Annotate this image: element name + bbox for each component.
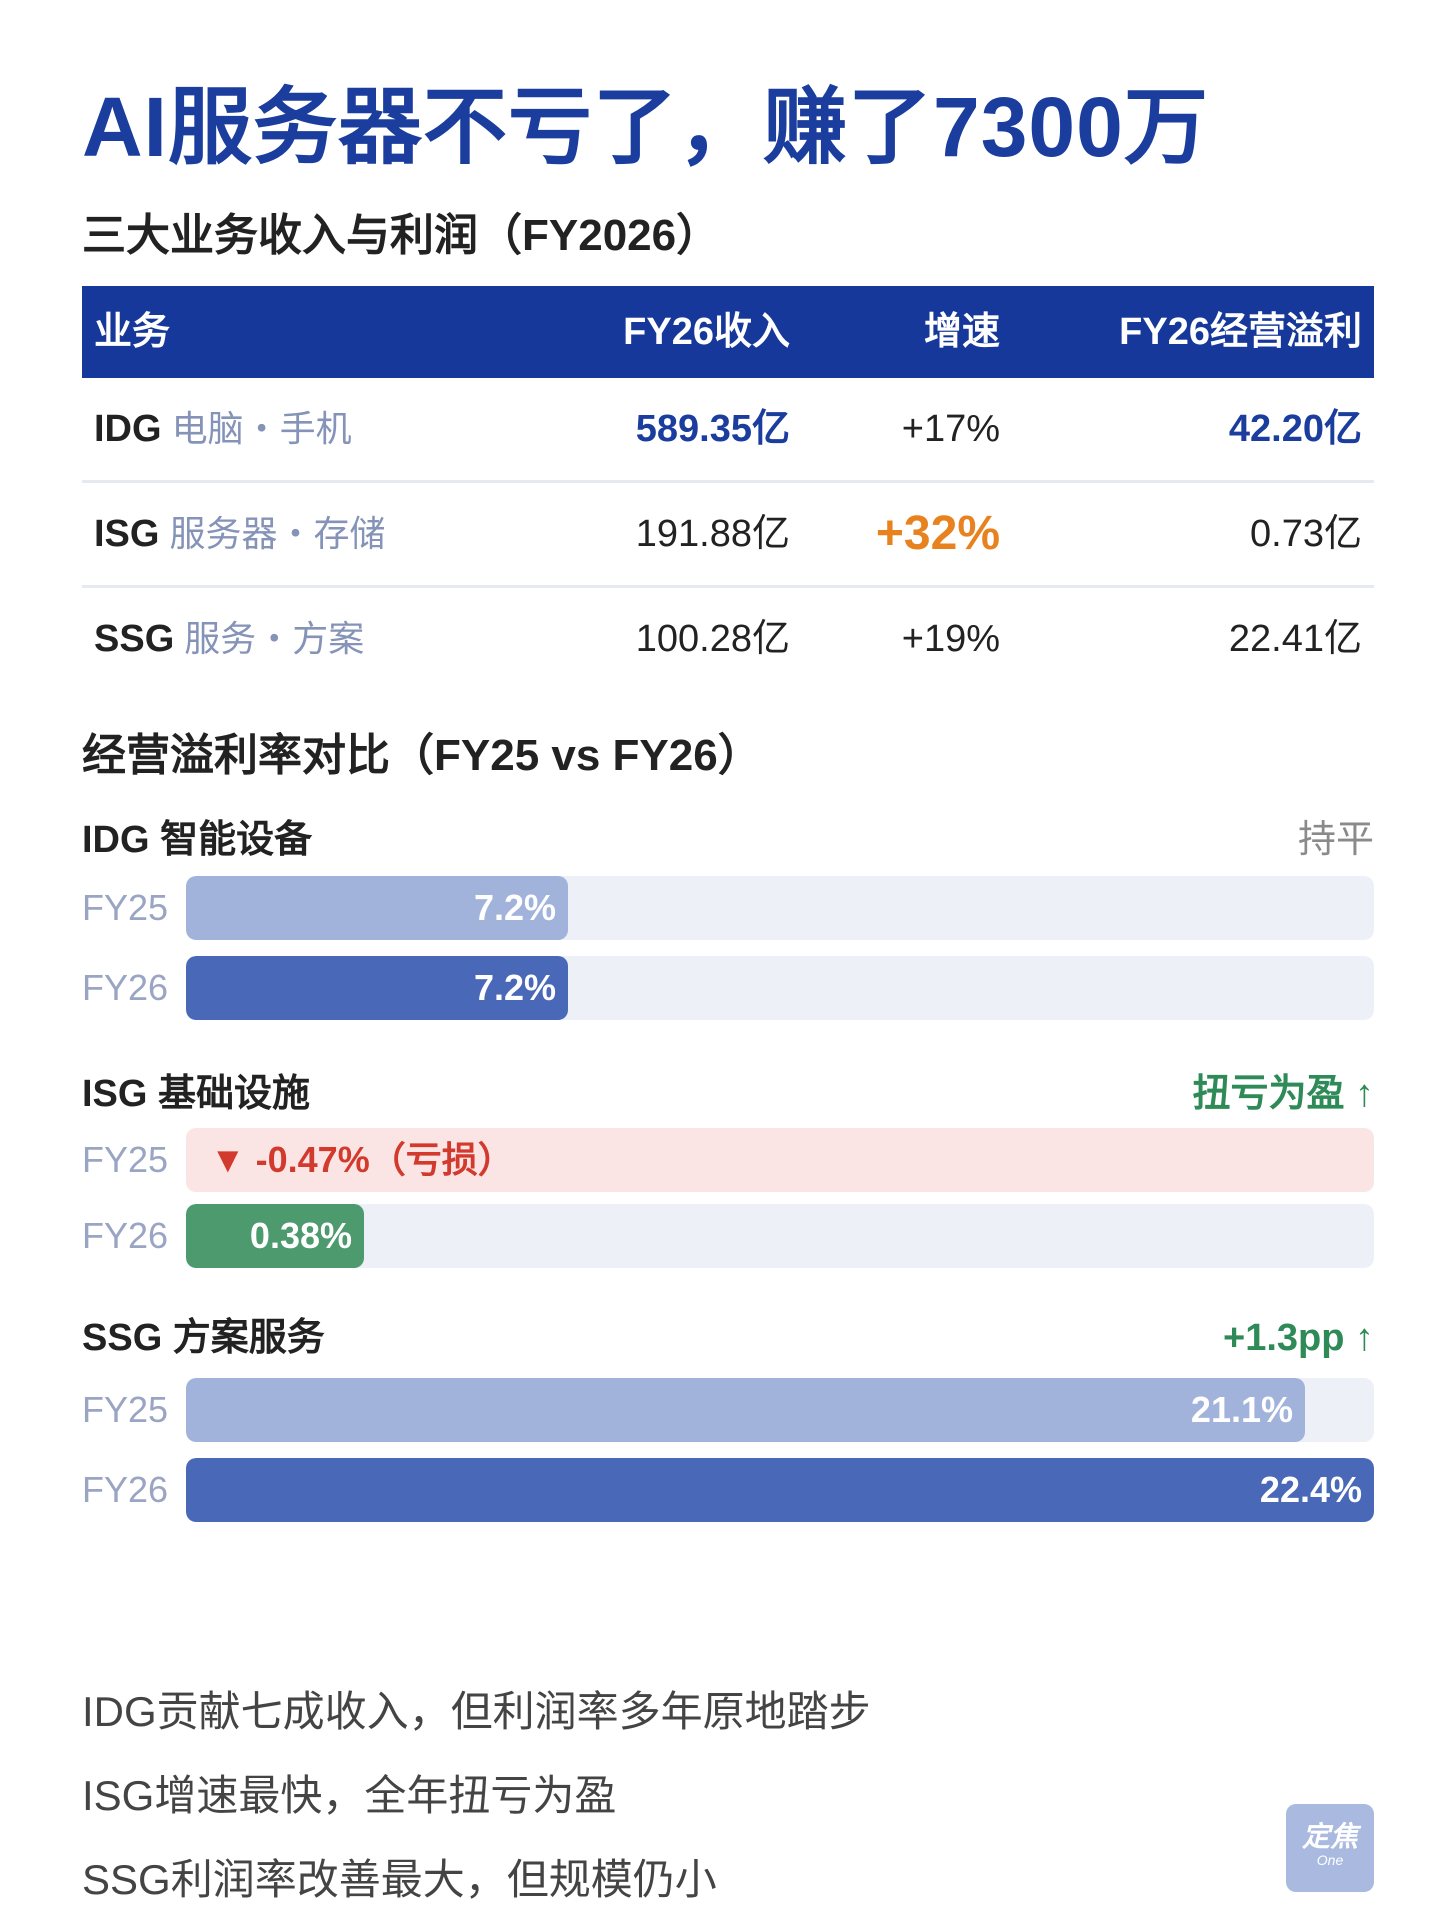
business-code: ISG	[94, 513, 160, 555]
page-title: AI服务器不亏了，赚了7300万	[82, 80, 1209, 174]
business-cell: ISG 服务器・存储	[94, 483, 385, 585]
growth-cell: +17%	[901, 408, 1000, 450]
header-revenue: FY26收入	[623, 311, 790, 353]
bar-track: 7.2%	[186, 876, 1374, 940]
year-label: FY25	[82, 1389, 169, 1430]
business-desc: 服务器・存储	[169, 513, 386, 554]
business-cell: SSG 服务・方案	[94, 588, 364, 690]
business-cell: IDG 电脑・手机	[94, 378, 352, 480]
table-header: 业务 FY26收入 增速 FY26经营溢利	[82, 286, 1374, 378]
business-desc: 电脑・手机	[171, 408, 352, 449]
bar-track: 0.38%	[186, 1204, 1374, 1268]
year-label: FY26	[82, 1215, 169, 1256]
header-growth: 增速	[923, 311, 1000, 353]
table-row: SSG 服务・方案 100.28亿 +19% 22.41亿	[82, 588, 1374, 690]
bar-isg-fy25-negative: ▼ -0.47%（亏损）	[186, 1128, 1374, 1192]
revenue-cell: 191.88亿	[635, 513, 790, 555]
profit-cell: 42.20亿	[1228, 408, 1362, 450]
group-label-ssg: SSG 方案服务	[82, 1317, 325, 1359]
bar-isg-fy26: 0.38%	[186, 1204, 364, 1268]
group-tag-idg: 持平	[1297, 819, 1374, 861]
revenue-cell: 589.35亿	[635, 408, 790, 450]
profit-cell: 22.41亿	[1228, 618, 1362, 660]
group-label-isg: ISG 基础设施	[82, 1073, 311, 1115]
business-code: IDG	[94, 408, 162, 450]
group-label-idg: IDG 智能设备	[82, 819, 313, 861]
logo-text: 定焦	[1301, 1821, 1358, 1852]
notes: IDG贡献七成收入，但利润率多年原地踏步 ISG增速最快，全年扭亏为盈 SSG利…	[82, 1670, 871, 1922]
table-row: ISG 服务器・存储 191.88亿 +32% 0.73亿	[82, 483, 1374, 588]
business-desc: 服务・方案	[184, 618, 365, 659]
profit-cell: 0.73亿	[1250, 513, 1362, 555]
brand-logo: 定焦 One	[1286, 1804, 1374, 1892]
header-business: 业务	[94, 311, 171, 353]
growth-cell: +32%	[875, 507, 1000, 560]
bar-ssg-fy26: 22.4%	[186, 1458, 1374, 1522]
margin-section-title: 经营溢利率对比（FY25 vs FY26）	[82, 731, 762, 780]
bar-value-label: ▼ -0.47%（亏损）	[210, 1139, 514, 1180]
revenue-cell: 100.28亿	[635, 618, 790, 660]
logo-subtext: One	[1316, 1852, 1344, 1868]
bar-ssg-fy25: 21.1%	[186, 1378, 1305, 1442]
bar-value-label: 7.2%	[473, 887, 556, 928]
bar-track: 22.4%	[186, 1458, 1374, 1522]
group-tag-isg: 扭亏为盈 ↑	[1192, 1073, 1374, 1115]
bar-track: 21.1%	[186, 1378, 1374, 1442]
year-label: FY25	[82, 887, 169, 928]
bar-value-label: 0.38%	[249, 1215, 352, 1256]
bar-idg-fy25: 7.2%	[186, 876, 568, 940]
revenue-section-title: 三大业务收入与利润（FY2026）	[82, 211, 721, 260]
year-label: FY26	[82, 967, 169, 1008]
note-item: ISG增速最快，全年扭亏为盈	[82, 1772, 617, 1819]
bar-idg-fy26: 7.2%	[186, 956, 568, 1020]
table-row: IDG 电脑・手机 589.35亿 +17% 42.20亿	[82, 378, 1374, 483]
header-profit: FY26经营溢利	[1119, 311, 1362, 353]
note-item: IDG贡献七成收入，但利润率多年原地踏步	[82, 1688, 871, 1735]
growth-cell: +19%	[901, 618, 1000, 660]
business-code: SSG	[94, 618, 175, 660]
year-label: FY25	[82, 1139, 169, 1180]
revenue-table: 业务 FY26收入 增速 FY26经营溢利 IDG 电脑・手机 589.35亿 +…	[82, 286, 1374, 690]
bar-value-label: 7.2%	[473, 967, 556, 1008]
bar-track: 7.2%	[186, 956, 1374, 1020]
bar-value-label: 22.4%	[1259, 1469, 1362, 1510]
note-item: SSG利润率改善最大，但规模仍小	[82, 1856, 717, 1903]
bar-value-label: 21.1%	[1190, 1389, 1293, 1430]
year-label: FY26	[82, 1469, 169, 1510]
group-tag-ssg: +1.3pp ↑	[1223, 1317, 1374, 1359]
